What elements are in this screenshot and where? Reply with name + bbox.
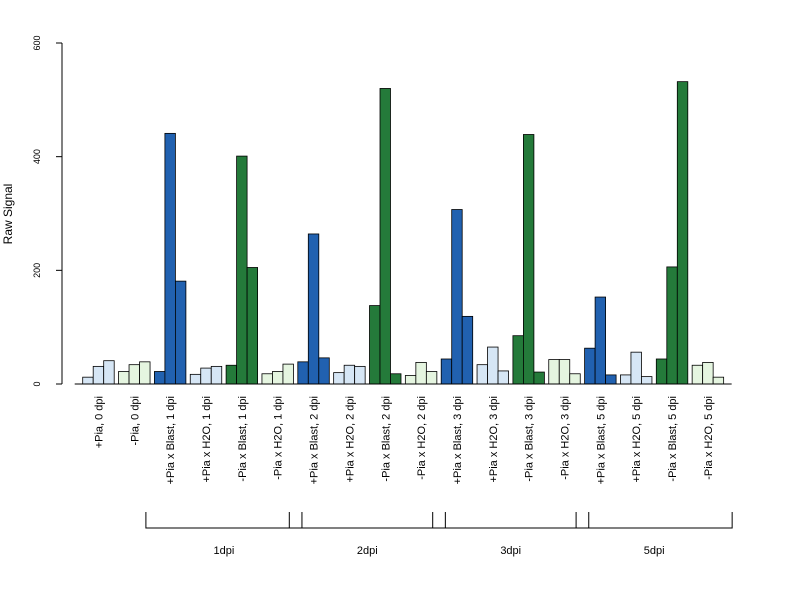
bar bbox=[139, 361, 151, 385]
bar bbox=[594, 296, 606, 385]
timepoint-label: 2dpi bbox=[357, 545, 378, 557]
bar bbox=[307, 233, 320, 385]
bar bbox=[487, 346, 499, 385]
category-label: +Pia x H2O, 2 dpi bbox=[344, 396, 356, 483]
bar bbox=[82, 376, 94, 385]
bar bbox=[558, 359, 571, 385]
y-tick-label: 600 bbox=[32, 35, 42, 50]
bar bbox=[691, 364, 704, 385]
bar bbox=[103, 360, 115, 385]
category-label: -Pia x H2O, 5 dpi bbox=[703, 396, 715, 480]
bar bbox=[174, 280, 187, 385]
y-tick-label: 0 bbox=[32, 381, 42, 386]
bar bbox=[676, 81, 689, 385]
category-label: +Pia x Blast, 1 dpi bbox=[165, 396, 177, 484]
bar bbox=[497, 370, 509, 385]
timepoint-bracket bbox=[145, 512, 303, 529]
category-label: -Pia x H2O, 1 dpi bbox=[273, 396, 285, 480]
timepoint-bracket bbox=[432, 512, 590, 529]
bar bbox=[451, 209, 463, 385]
bar bbox=[92, 365, 105, 385]
bar bbox=[523, 134, 535, 385]
bar bbox=[118, 371, 130, 385]
bar bbox=[210, 365, 223, 385]
bar bbox=[236, 155, 248, 385]
bar bbox=[605, 374, 617, 385]
bar bbox=[354, 365, 366, 385]
bar bbox=[425, 371, 438, 385]
bar bbox=[164, 132, 176, 385]
bar bbox=[415, 361, 427, 385]
bar bbox=[533, 371, 545, 385]
bar bbox=[200, 367, 212, 385]
category-label: +Pia x Blast, 5 dpi bbox=[595, 396, 607, 484]
bar bbox=[153, 371, 166, 385]
bar bbox=[318, 357, 330, 385]
category-label: -Pia x H2O, 3 dpi bbox=[560, 396, 572, 480]
bar bbox=[440, 358, 453, 385]
bar bbox=[369, 305, 381, 385]
y-tick-label: 400 bbox=[32, 149, 42, 164]
bar bbox=[702, 361, 714, 385]
category-label: +Pia x H2O, 5 dpi bbox=[631, 396, 643, 483]
bar bbox=[712, 376, 725, 385]
category-label: -Pia x Blast, 5 dpi bbox=[667, 396, 679, 482]
bar bbox=[261, 373, 273, 385]
bar bbox=[666, 266, 678, 385]
bar bbox=[461, 315, 474, 385]
y-axis-title: Raw Signal bbox=[1, 184, 15, 245]
category-label: +Pia x H2O, 3 dpi bbox=[488, 396, 500, 483]
timepoint-bracket bbox=[288, 512, 446, 529]
bar bbox=[641, 376, 653, 385]
timepoint-label: 5dpi bbox=[644, 545, 665, 557]
bar bbox=[655, 358, 668, 385]
bar bbox=[620, 374, 632, 385]
bar bbox=[630, 351, 642, 385]
bar bbox=[189, 373, 202, 385]
bar bbox=[548, 359, 560, 385]
category-label: -Pia x Blast, 3 dpi bbox=[524, 396, 536, 482]
category-label: +Pia x H2O, 1 dpi bbox=[201, 396, 213, 483]
category-label: -Pia, 0 dpi bbox=[129, 396, 141, 446]
timepoint-brackets: 1dpi 2dpi 3dpi 5dpi bbox=[145, 512, 733, 557]
category-label: +Pia, 0 dpi bbox=[93, 396, 105, 448]
timepoint-bracket bbox=[575, 512, 733, 529]
bar bbox=[584, 347, 596, 385]
category-label: +Pia x Blast, 3 dpi bbox=[452, 396, 464, 484]
bar bbox=[297, 361, 309, 385]
timepoint-label: 3dpi bbox=[500, 545, 521, 557]
category-label: -Pia x Blast, 1 dpi bbox=[237, 396, 249, 482]
bar bbox=[569, 373, 581, 385]
y-axis: 0 200 400 600 bbox=[32, 35, 63, 387]
bar bbox=[225, 364, 238, 385]
category-labels: +Pia, 0 dpi -Pia, 0 dpi +Pia x Blast, 1 dp… bbox=[93, 396, 714, 484]
bar bbox=[128, 364, 140, 385]
bar bbox=[246, 267, 259, 385]
y-tick-label: 200 bbox=[32, 263, 42, 278]
bar bbox=[390, 373, 402, 385]
bar bbox=[282, 363, 294, 385]
bar bbox=[333, 372, 345, 385]
bar bbox=[404, 375, 417, 385]
timepoint-label: 1dpi bbox=[214, 545, 235, 557]
bar bbox=[272, 371, 284, 385]
bar bbox=[379, 88, 391, 385]
bars-layer bbox=[82, 81, 725, 385]
category-label: -Pia x H2O, 2 dpi bbox=[416, 396, 428, 480]
category-label: +Pia x Blast, 2 dpi bbox=[309, 396, 321, 484]
category-label: -Pia x Blast, 2 dpi bbox=[380, 396, 392, 482]
bar bbox=[343, 364, 356, 385]
bar bbox=[476, 364, 488, 385]
bar bbox=[512, 335, 524, 385]
